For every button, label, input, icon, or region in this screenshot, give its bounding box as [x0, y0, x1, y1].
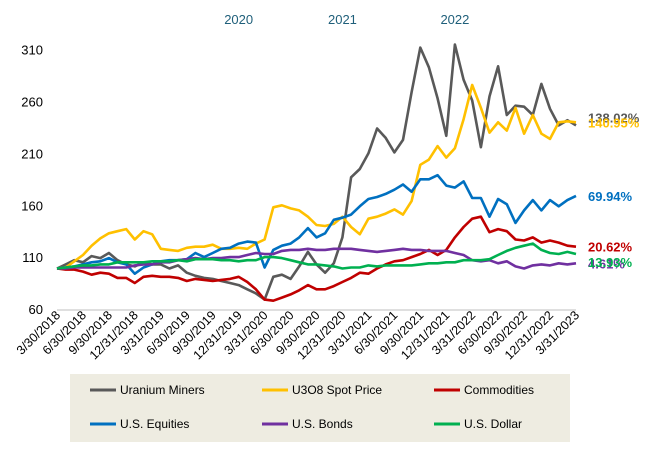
series-end-label: 140.95%: [588, 115, 640, 130]
legend-label: U.S. Dollar: [464, 417, 522, 431]
series-end-label: 138.02%: [588, 110, 640, 125]
y-tick-label: 60: [29, 302, 43, 317]
legend-label: Uranium Miners: [120, 383, 205, 397]
series-line-5: [56, 242, 577, 270]
series-line-1: [56, 83, 577, 270]
series-line-2: [56, 215, 577, 303]
year-label: 2020: [224, 12, 253, 27]
y-tick-label: 160: [21, 198, 43, 213]
series-lines: [56, 43, 577, 303]
x-tick-labels: 3/30/20186/30/20189/30/201812/31/20183/3…: [14, 308, 582, 362]
y-tick-label: 310: [21, 43, 43, 58]
legend-box: [70, 374, 570, 442]
series-end-label: 13.93%: [588, 255, 633, 270]
y-tick-label: 110: [22, 250, 43, 265]
legend-label: Commodities: [464, 383, 534, 397]
legend-label: U.S. Equities: [120, 417, 189, 431]
legend: Uranium Miners U3O8 Spot Price Commodities…: [70, 374, 570, 442]
series-end-label: 69.94%: [588, 189, 633, 204]
legend-label: U.S. Bonds: [292, 417, 353, 431]
year-label: 2022: [440, 12, 469, 27]
end-labels: 138.02%140.95% 20.62% 69.94% 4.61%13.93%: [588, 110, 640, 271]
series-end-label: 20.62%: [588, 240, 633, 255]
legend-label: U3O8 Spot Price: [292, 383, 382, 397]
y-tick-label: 210: [21, 146, 43, 161]
series-line-3: [56, 173, 577, 276]
y-axis: 60 110 160 210 260 310: [21, 43, 43, 317]
y-tick-label: 260: [21, 95, 43, 110]
series-end-label: 4.61%: [588, 256, 625, 271]
year-labels: 2020 2021 2022: [224, 12, 469, 27]
year-label: 2021: [328, 12, 357, 27]
